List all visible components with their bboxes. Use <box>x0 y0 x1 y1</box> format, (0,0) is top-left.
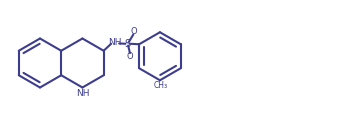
Text: CH₃: CH₃ <box>153 81 168 90</box>
Text: O: O <box>126 52 133 61</box>
Text: O: O <box>131 27 137 36</box>
Text: S: S <box>125 39 131 49</box>
Text: NH: NH <box>76 88 90 98</box>
Text: NH: NH <box>108 38 122 47</box>
